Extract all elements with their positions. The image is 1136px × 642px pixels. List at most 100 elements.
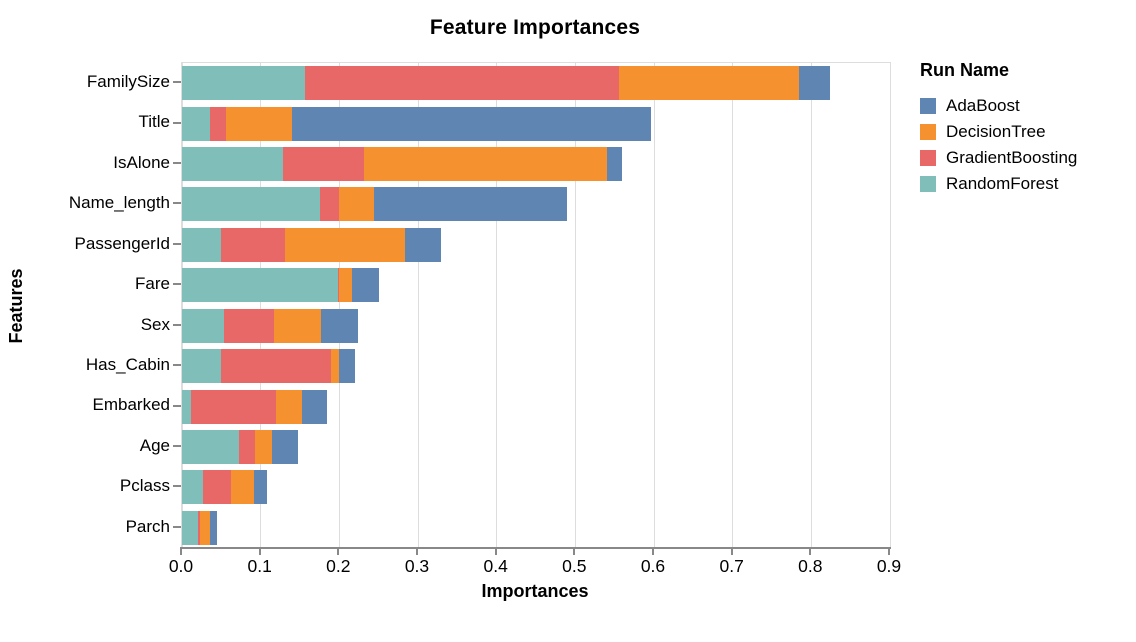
y-label-IsAlone: IsAlone	[113, 152, 170, 172]
legend-entry-AdaBoost: AdaBoost	[920, 93, 1132, 119]
y-label-Name_length: Name_length	[68, 193, 170, 213]
gridline	[574, 63, 576, 548]
chart-title: Feature Importances	[429, 16, 641, 39]
bar-segment-FamilySize-DecisionTree	[618, 66, 799, 101]
bar-segment-Name_length-AdaBoost	[373, 187, 567, 222]
y-label-Title: Title	[138, 112, 171, 132]
x-tick-label-0.3: 0.3	[404, 556, 430, 576]
legend-label: DecisionTree	[946, 122, 1046, 141]
bar-segment-Sex-GradientBoosting	[223, 308, 275, 343]
bar-segment-Age-GradientBoosting	[238, 429, 256, 464]
x-axis-title: Importances	[481, 581, 589, 601]
gridline	[653, 63, 655, 548]
bar-segment-Fare-AdaBoost	[351, 268, 380, 303]
bar-segment-Parch-AdaBoost	[210, 510, 218, 545]
x-tick-mark	[652, 549, 654, 555]
legend: Run Name AdaBoost DecisionTree GradientBoo…	[920, 60, 1132, 197]
bar-segment-Age-DecisionTree	[255, 429, 272, 464]
legend-label: GradientBoosting	[946, 148, 1078, 167]
bar-segment-Name_length-GradientBoosting	[319, 187, 340, 222]
x-tick-mark	[730, 549, 733, 555]
bar-segment-IsAlone-DecisionTree	[363, 147, 607, 182]
bar-segment-IsAlone-AdaBoost	[606, 147, 622, 182]
bar-segment-PassengerId-DecisionTree	[285, 227, 406, 262]
bar-segment-FamilySize-GradientBoosting	[304, 66, 619, 101]
bar-segment-PassengerId-RandomForest	[182, 227, 221, 262]
x-tick-mark	[337, 549, 340, 555]
bar-segment-Pclass-RandomForest	[182, 470, 204, 505]
bar-segment-Has_Cabin-AdaBoost	[339, 349, 356, 384]
bar-segment-Sex-RandomForest	[182, 308, 224, 343]
legend-entry-DecisionTree: DecisionTree	[920, 119, 1132, 145]
x-tick-mark	[258, 549, 261, 555]
bar-segment-PassengerId-AdaBoost	[405, 227, 441, 262]
y-label-Pclass: Pclass	[119, 476, 170, 496]
bar-segment-Name_length-DecisionTree	[339, 187, 374, 222]
x-axis-tick-labels: 0.0 0.1 0.2 0.3 0.4 0.5 0.6 0.7 0.8 0.9	[169, 556, 901, 576]
bar-segment-Pclass-GradientBoosting	[203, 470, 231, 505]
x-tick-label-0.4: 0.4	[483, 556, 508, 576]
bar-segment-Title-GradientBoosting	[210, 106, 227, 141]
legend-entry-GradientBoosting: GradientBoosting	[920, 145, 1132, 171]
bar-segment-Embarked-GradientBoosting	[190, 389, 277, 424]
y-tick-mark	[173, 525, 181, 528]
bar-segment-Name_length-RandomForest	[182, 187, 320, 222]
bar-segment-Parch-GradientBoosting	[197, 510, 201, 545]
x-tick-mark	[180, 549, 182, 555]
x-axis-ticks	[180, 549, 890, 555]
x-tick-label-0.0: 0.0	[168, 556, 194, 576]
bar-segment-Fare-DecisionTree	[339, 268, 352, 303]
x-tick-mark	[809, 549, 812, 555]
y-tick-mark	[173, 323, 181, 326]
x-axis-domain-line	[180, 547, 891, 549]
y-tick-mark	[173, 444, 181, 447]
y-tick-mark	[173, 202, 181, 205]
x-tick-label-0.7: 0.7	[719, 556, 744, 576]
gridline	[417, 63, 419, 548]
x-tick-mark	[573, 549, 576, 555]
x-tick-label-0.1: 0.1	[247, 556, 272, 576]
gridline	[496, 63, 498, 548]
bar-segment-Parch-RandomForest	[182, 510, 198, 545]
legend-swatch-icon	[920, 176, 936, 192]
x-tick-label-0.5: 0.5	[562, 556, 587, 576]
bar-segment-Sex-DecisionTree	[274, 308, 322, 343]
gridline	[732, 63, 734, 548]
gridline	[260, 63, 262, 548]
bar-segment-IsAlone-RandomForest	[182, 147, 283, 182]
y-tick-mark	[173, 364, 181, 367]
bar-segment-Embarked-RandomForest	[182, 389, 191, 424]
y-tick-mark	[173, 404, 181, 407]
bar-segment-PassengerId-GradientBoosting	[220, 227, 286, 262]
legend-entry-RandomForest: RandomForest	[920, 171, 1132, 197]
x-tick-label-0.2: 0.2	[326, 556, 351, 576]
y-label-PassengerId: PassengerId	[74, 233, 170, 253]
x-tick-mark	[416, 549, 418, 555]
bar-segment-Sex-AdaBoost	[321, 308, 359, 343]
y-tick-mark	[173, 81, 181, 84]
bar-segment-Title-RandomForest	[182, 106, 211, 141]
gridline	[338, 63, 340, 548]
y-tick-mark	[173, 485, 181, 488]
bar-segment-Pclass-DecisionTree	[230, 470, 254, 505]
y-tick-mark	[173, 283, 181, 286]
bar-segment-FamilySize-AdaBoost	[798, 66, 831, 101]
y-label-Age: Age	[139, 435, 170, 455]
y-label-Parch: Parch	[125, 516, 170, 536]
legend-swatch-icon	[920, 150, 936, 166]
bar-segment-Parch-DecisionTree	[200, 510, 211, 545]
x-tick-label-0.8: 0.8	[798, 556, 823, 576]
gridline	[181, 63, 183, 548]
legend-swatch-icon	[920, 124, 936, 140]
bar-segment-Has_Cabin-RandomForest	[182, 349, 221, 384]
x-tick-mark	[494, 549, 497, 555]
y-label-Sex: Sex	[140, 314, 170, 334]
bar-segment-Age-AdaBoost	[271, 429, 299, 464]
bar-segment-Title-AdaBoost	[292, 106, 651, 141]
y-tick-mark	[173, 242, 181, 245]
y-label-Fare: Fare	[135, 274, 170, 294]
legend-label: AdaBoost	[946, 96, 1020, 115]
y-label-Embarked: Embarked	[92, 395, 170, 415]
bar-segment-Embarked-DecisionTree	[276, 389, 302, 424]
